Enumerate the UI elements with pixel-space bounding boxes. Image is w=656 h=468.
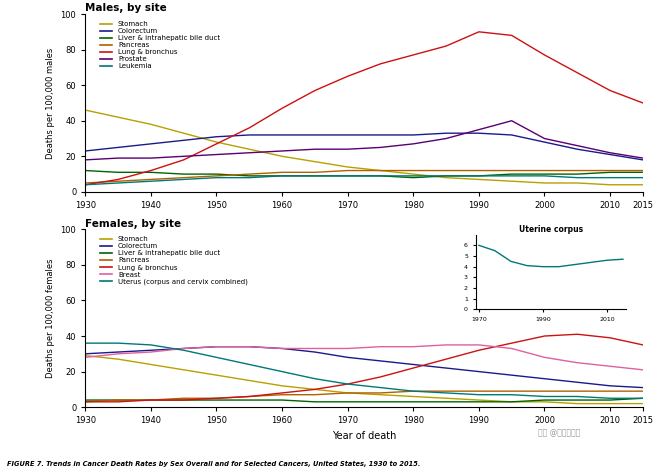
Y-axis label: Deaths per 100,000 females: Deaths per 100,000 females bbox=[46, 258, 55, 378]
Text: FIGURE 7. Trends in Cancer Death Rates by Sex Overall and for Selected Cancers, : FIGURE 7. Trends in Cancer Death Rates b… bbox=[7, 461, 420, 467]
Legend: Stomach, Colorectum, Liver & intrahepatic bile duct, Pancreas, Lung & bronchus, : Stomach, Colorectum, Liver & intrahepati… bbox=[100, 236, 248, 285]
Legend: Stomach, Colorectum, Liver & intrahepatic bile duct, Pancreas, Lung & bronchus, : Stomach, Colorectum, Liver & intrahepati… bbox=[100, 21, 220, 69]
Title: Uterine corpus: Uterine corpus bbox=[519, 225, 583, 234]
Text: 知乎 @肺癌康复圈: 知乎 @肺癌康复圈 bbox=[538, 428, 581, 437]
X-axis label: Year of death: Year of death bbox=[332, 431, 396, 441]
Text: Females, by site: Females, by site bbox=[85, 219, 182, 228]
Y-axis label: Deaths per 100,000 males: Deaths per 100,000 males bbox=[46, 47, 55, 159]
Text: Males, by site: Males, by site bbox=[85, 3, 167, 13]
